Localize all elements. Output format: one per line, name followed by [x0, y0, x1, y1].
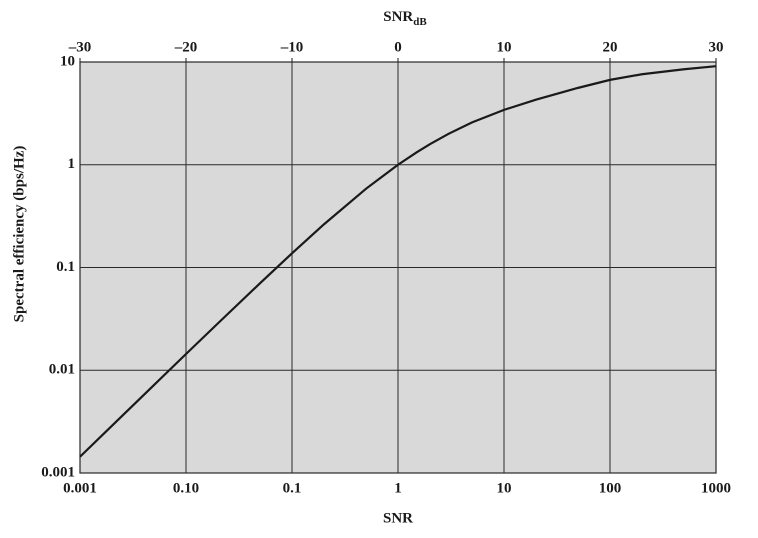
x2-tick-label: 20 — [603, 39, 618, 55]
x-tick-label: 0.1 — [283, 480, 302, 496]
x2-tick-label: –10 — [280, 39, 304, 55]
x2-tick-label: –30 — [68, 39, 92, 55]
x-tick-label: 100 — [599, 480, 622, 496]
y-axis-title: Spectral efficiency (bps/Hz) — [11, 146, 27, 323]
y-tick-label: 0.01 — [49, 362, 75, 378]
x2-axis-title-sub: dB — [413, 16, 427, 28]
y-tick-label: 10 — [60, 53, 75, 69]
x-tick-label: 1 — [394, 480, 402, 496]
x-tick-label: 1000 — [701, 480, 731, 496]
x2-axis-title: SNRdB — [383, 9, 427, 27]
x-tick-label: 0.001 — [63, 480, 97, 496]
x2-tick-label: 10 — [497, 39, 512, 55]
x2-tick-label: 0 — [394, 39, 402, 55]
y-tick-label: 1 — [68, 156, 76, 172]
line — [79, 65, 717, 458]
x2-tick-label: –20 — [174, 39, 198, 55]
y-tick-label: 0.1 — [56, 259, 75, 275]
x-tick-label: 10 — [497, 480, 512, 496]
x-tick-label: 0.10 — [173, 480, 199, 496]
y-tick-label: 0.001 — [41, 464, 75, 480]
x2-tick-label: 30 — [709, 39, 724, 55]
x-axis-title: SNR — [383, 510, 413, 526]
x2-axis-title-main: SNR — [383, 9, 413, 25]
